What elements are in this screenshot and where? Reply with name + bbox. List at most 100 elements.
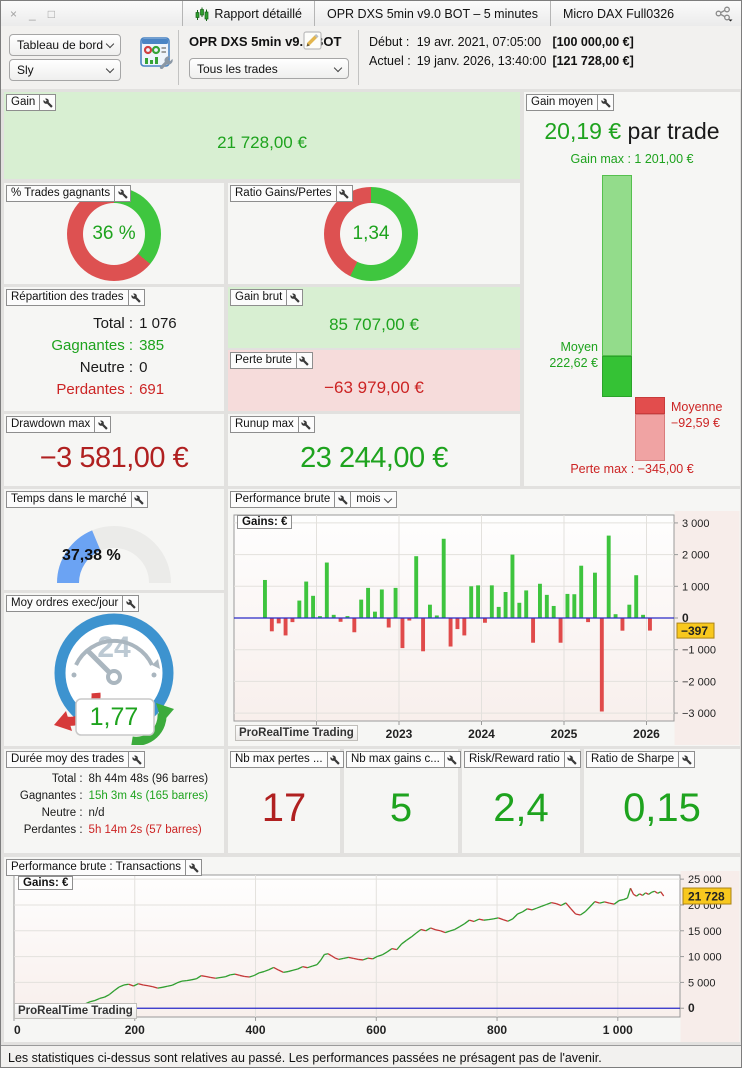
row-key: Perdantes : [23,824,83,836]
time-in-market-value: 37,38 % [62,547,121,564]
wrench-icon[interactable] [297,416,315,433]
current-label: Actuel : [369,54,411,68]
monthly-chart-title: Gains: € [237,515,293,529]
drawdown-value: −3 581,00 € [39,441,189,474]
watermark: ProRealTime Trading [235,725,358,741]
wrench-icon[interactable] [295,352,313,369]
row-value: 15h 3m 4s (165 barres) [88,790,209,802]
wrench-icon[interactable] [114,185,132,202]
divider [313,1,315,26]
wrench-icon[interactable] [286,289,304,306]
wrench-icon[interactable] [597,94,615,111]
svg-text:800: 800 [487,1023,507,1037]
sharpe-value: 0,15 [623,785,701,830]
wrench-icon[interactable] [39,94,57,111]
pct-wins-value: 36 % [92,223,136,244]
wrench-icon[interactable] [127,289,145,306]
trades-filter-select[interactable]: Tous les trades [189,58,349,79]
panel-moy-ordres: Moy ordres exec/jour 24 1,77 [4,593,224,746]
tab-instrument[interactable]: Micro DAX Full0326 [551,1,686,26]
panel-duree: Durée moy des trades Total : 8h 44m 48s (… [4,749,224,853]
panel-nb-max-gains: Nb max gains c... 5 [344,749,461,853]
account-dates: Début : 19 avr. 2021, 07:05:00 [100 000,… [369,33,634,71]
share-button[interactable] [713,5,741,22]
wrench-icon[interactable] [443,751,461,768]
tab-strategy[interactable]: OPR DXS 5min v9.0 BOT – 5 minutes [315,1,550,26]
svg-text:−3 000: −3 000 [682,708,716,720]
row-key: Neutre : [79,359,134,376]
wrench-icon[interactable] [130,491,148,508]
gain-moyen-headline: 20,19 € par trade [524,118,740,145]
row-key: Total : [93,315,134,332]
wrench-icon[interactable] [563,751,581,768]
user-select[interactable]: Sly [9,59,121,81]
duree-rows: Total : 8h 44m 48s (96 barres) Gagnantes :… [4,749,224,839]
chevron-down-icon [333,63,343,72]
divider [358,30,359,85]
wrench-icon[interactable] [335,185,353,202]
watermark: ProRealTime Trading [14,1003,137,1019]
perte-brute-value: −63 979,00 € [324,377,424,397]
time-in-market-gauge [57,526,171,584]
gain-moyen-bar [635,414,665,461]
svg-text:3 000: 3 000 [682,518,710,530]
dashboard-select[interactable]: Tableau de bord [9,34,121,56]
divider [549,1,551,26]
nb-max-pertes-value: 17 [261,785,307,830]
dashboard-select-value: Tableau de bord [17,38,104,52]
risk-reward-value: 2,4 [493,785,549,830]
svg-text:−1 000: −1 000 [682,645,716,657]
dashboard: Gain 21 728,00 € % Trades gagnants 36 % … [1,89,741,1045]
panel-risk-reward: Risk/Reward ratio 2,4 [462,749,581,853]
tab-instrument-label: Micro DAX Full0326 [562,6,675,21]
panel-pct-wins-label: % Trades gagnants [6,185,116,202]
panel-ratio: Ratio Gains/Pertes 1,34 [228,183,520,284]
start-datetime: 19 avr. 2021, 07:05:00 [416,35,542,49]
close-icon[interactable]: × [10,6,18,21]
panel-duree-label: Durée moy des trades [6,751,130,768]
row-key: Total : [51,773,83,785]
minimize-icon[interactable]: _ [29,6,36,21]
panel-gain-moyen: Gain moyen 20,19 € par trade Gain max : … [524,92,740,486]
chart-settings-icon[interactable] [140,37,174,69]
row-value: 691 [139,381,165,398]
svg-text:1 000: 1 000 [682,581,710,593]
panel-perte-brute-label: Perte brute [230,352,297,369]
wrench-icon[interactable] [678,751,696,768]
period-select[interactable]: mois [350,491,397,508]
wrench-icon[interactable] [334,491,352,508]
wrench-icon[interactable] [128,751,146,768]
nb-max-gains-value: 5 [389,785,413,830]
panel-nb-max-pertes: Nb max pertes ... 17 [228,749,344,853]
panel-perf-trans-label: Performance brute : Transactions [6,859,187,876]
maximize-icon[interactable]: □ [47,6,55,21]
wrench-icon[interactable] [326,751,344,768]
moyen-value: 222,62 € [549,356,598,370]
chevron-down-icon [105,39,115,49]
equity-chart-title: Gains: € [18,876,74,890]
gain-value: 21 728,00 € [217,132,307,152]
gain-moyen-bar [602,175,632,356]
panel-temps-marche: Temps dans le marché 37,38 % [4,489,224,590]
tab-report[interactable]: Rapport détaillé [183,1,314,26]
status-text: Les statistiques ci-dessus sont relative… [8,1050,602,1065]
wrench-icon[interactable] [122,595,140,612]
wrench-icon[interactable] [94,416,112,433]
edit-pencil-icon[interactable] [303,31,322,50]
panel-nb-max-pertes-label: Nb max pertes ... [230,751,328,768]
current-amount: [121 728,00 €] [552,54,634,68]
svg-text:5 000: 5 000 [688,977,716,989]
row-value: 8h 44m 48s (96 barres) [88,773,209,785]
svg-text:0: 0 [14,1023,21,1037]
panel-perf-transactions: Performance brute : Transactions Gains: … [4,857,740,1042]
panel-moy-ordres-label: Moy ordres exec/jour [6,595,124,612]
wrench-icon[interactable] [185,859,203,876]
divider [182,1,184,26]
panel-ratio-label: Ratio Gains/Pertes [230,185,337,202]
panel-runup-label: Runup max [230,416,299,433]
svg-text:2 000: 2 000 [682,550,710,562]
strategy-name: OPR DXS 5min v9.0 BOT [189,34,342,49]
